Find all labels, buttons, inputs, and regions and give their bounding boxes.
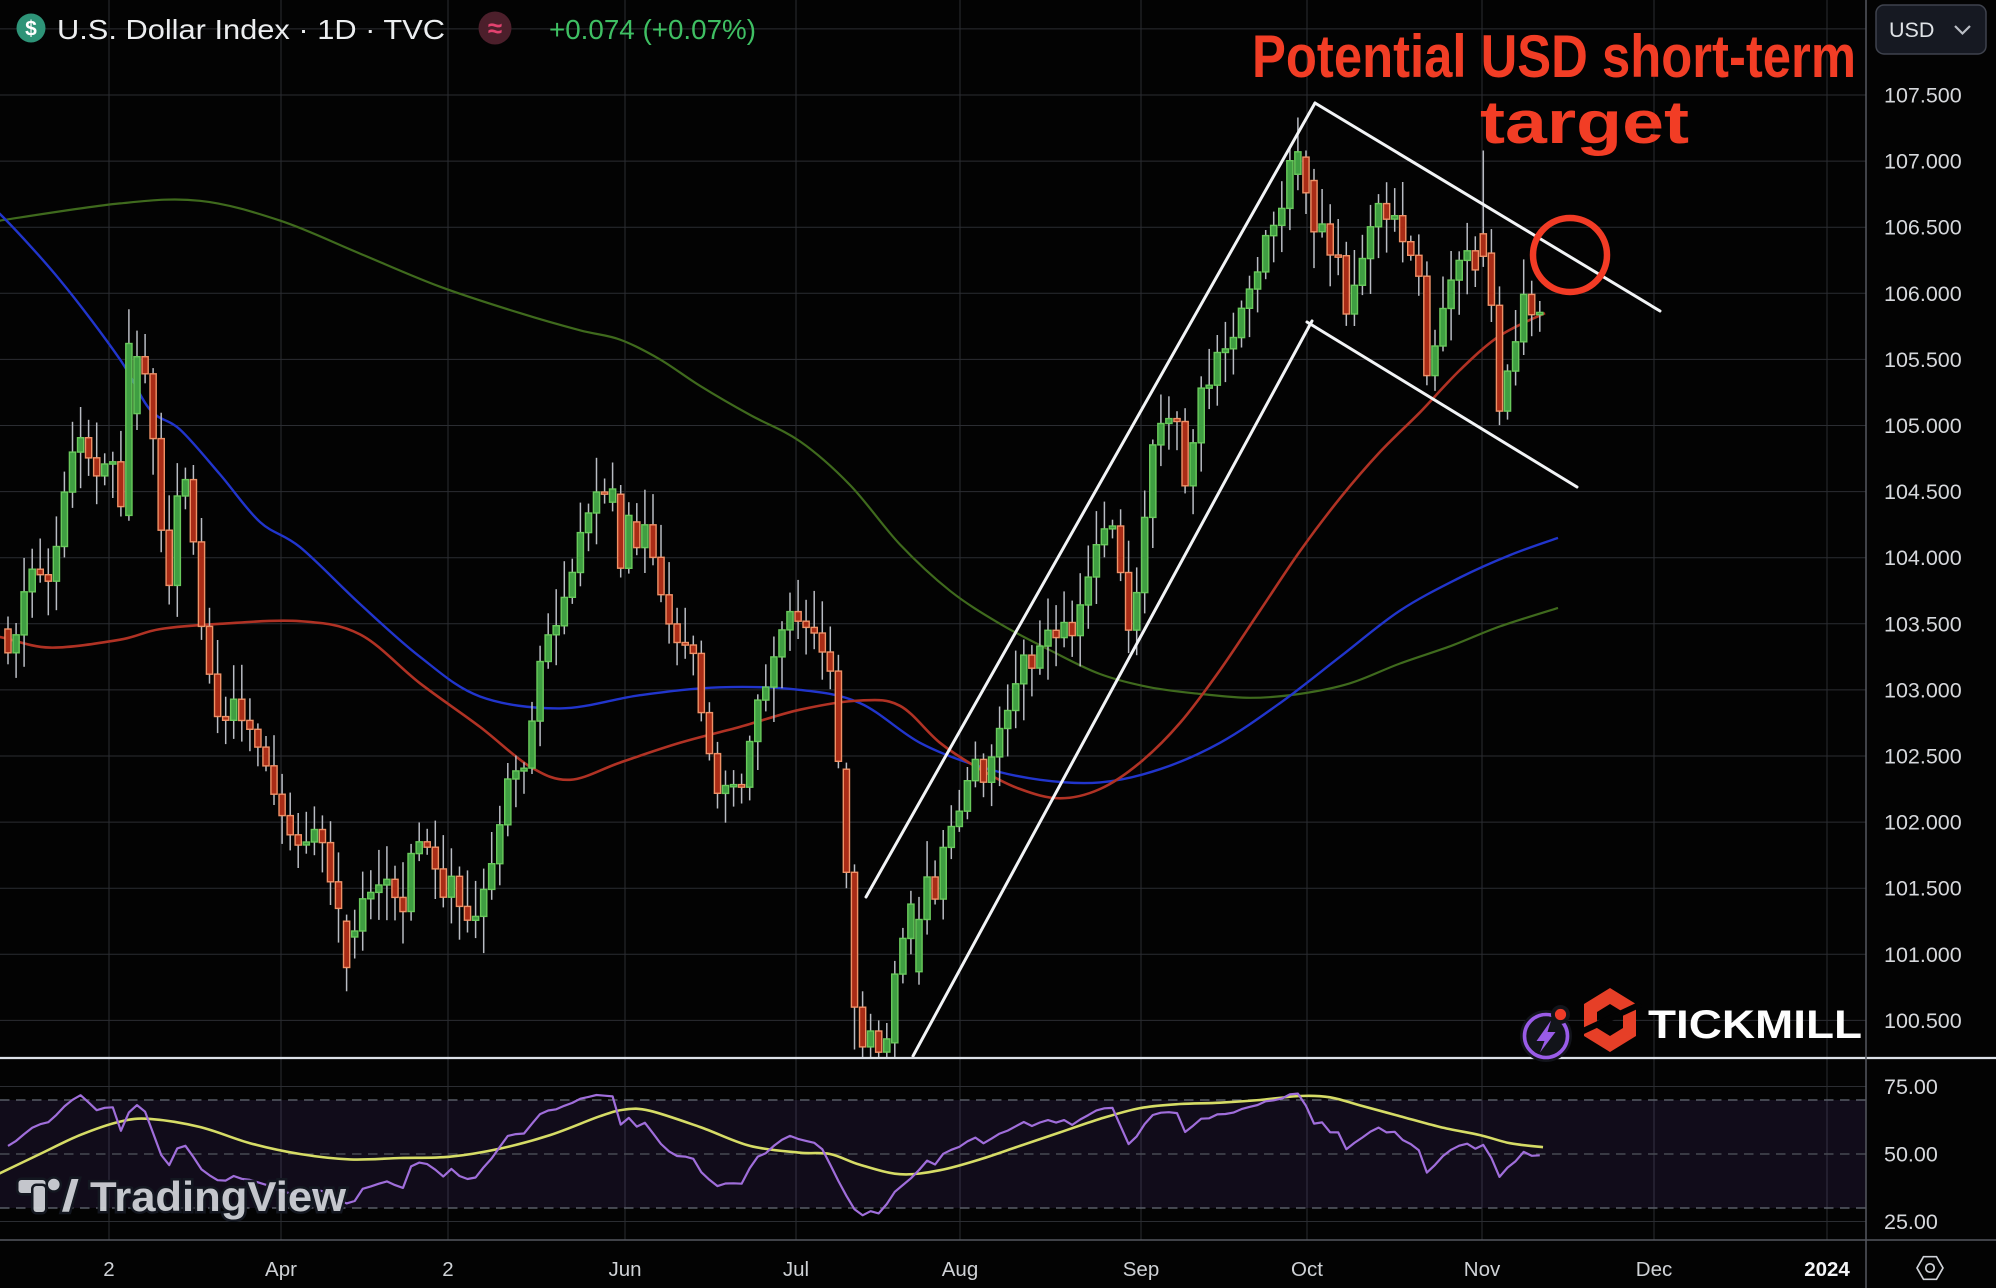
svg-text:Jun: Jun: [608, 1258, 641, 1281]
svg-text:105.500: 105.500: [1884, 348, 1962, 372]
svg-text:Aug: Aug: [942, 1258, 978, 1281]
svg-text:Dec: Dec: [1636, 1258, 1672, 1281]
svg-text:102.500: 102.500: [1884, 745, 1962, 769]
svg-text:107.500: 107.500: [1884, 84, 1962, 108]
svg-text:101.500: 101.500: [1884, 877, 1962, 901]
svg-text:TradingView: TradingView: [90, 1173, 346, 1220]
svg-text:25.00: 25.00: [1884, 1210, 1938, 1234]
svg-text:2: 2: [103, 1258, 114, 1281]
svg-text:+0.074 (+0.07%): +0.074 (+0.07%): [549, 14, 756, 45]
svg-text:102.000: 102.000: [1884, 811, 1962, 835]
svg-text:USD: USD: [1889, 18, 1934, 42]
svg-text:Jul: Jul: [783, 1258, 809, 1281]
svg-text:107.000: 107.000: [1884, 150, 1962, 174]
svg-text:TICKMILL: TICKMILL: [1648, 1003, 1862, 1047]
svg-text:Nov: Nov: [1464, 1258, 1501, 1281]
svg-text:101.000: 101.000: [1884, 943, 1962, 967]
svg-text:Oct: Oct: [1291, 1258, 1323, 1281]
svg-text:75.00: 75.00: [1884, 1075, 1938, 1099]
svg-text:Potential USD short-term: Potential USD short-term: [1252, 23, 1856, 90]
svg-text:103.000: 103.000: [1884, 678, 1962, 702]
svg-text:106.000: 106.000: [1884, 282, 1962, 306]
svg-text:104.500: 104.500: [1884, 480, 1962, 504]
svg-text:50.00: 50.00: [1884, 1143, 1938, 1167]
svg-text:Apr: Apr: [265, 1258, 297, 1281]
svg-text:target: target: [1480, 89, 1689, 156]
svg-text:103.500: 103.500: [1884, 612, 1962, 636]
svg-text:106.500: 106.500: [1884, 216, 1962, 240]
svg-text:Sep: Sep: [1123, 1258, 1159, 1281]
svg-text:≈: ≈: [488, 13, 502, 43]
svg-text:U.S. Dollar Index · 1D · TVC: U.S. Dollar Index · 1D · TVC: [57, 14, 445, 45]
svg-text:104.000: 104.000: [1884, 546, 1962, 570]
svg-text:2: 2: [442, 1258, 453, 1281]
svg-text:105.000: 105.000: [1884, 414, 1962, 438]
svg-text:100.500: 100.500: [1884, 1009, 1962, 1033]
svg-text:2024: 2024: [1804, 1258, 1850, 1281]
svg-text:$: $: [25, 18, 37, 41]
